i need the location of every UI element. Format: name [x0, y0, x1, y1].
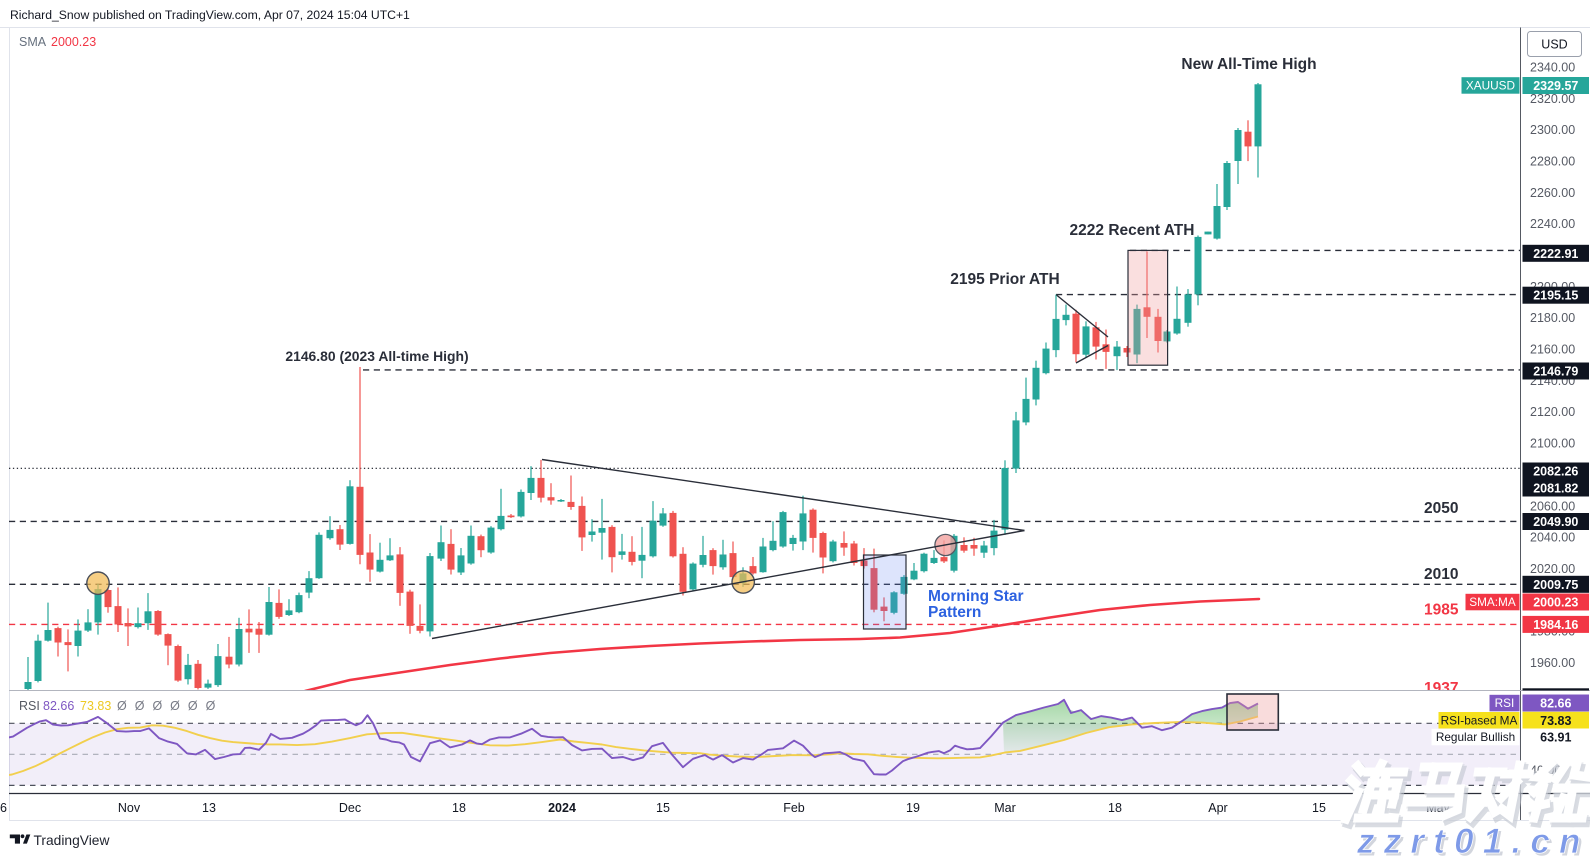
svg-text:Pattern: Pattern	[928, 604, 981, 621]
svg-text:2082.26: 2082.26	[1533, 465, 1578, 479]
svg-text:1984.16: 1984.16	[1533, 618, 1578, 632]
svg-text:2120.00: 2120.00	[1530, 405, 1575, 419]
svg-text:2320.00: 2320.00	[1530, 92, 1575, 106]
svg-text:2000.23: 2000.23	[1533, 596, 1578, 610]
svg-text:73.83: 73.83	[1540, 714, 1571, 728]
svg-text:2222 Recent ATH: 2222 Recent ATH	[1070, 222, 1195, 239]
svg-text:2100.00: 2100.00	[1530, 437, 1575, 451]
svg-text:RSI-based MA: RSI-based MA	[1441, 713, 1518, 727]
svg-text:2146.80 (2023 All-time High): 2146.80 (2023 All-time High)	[285, 348, 468, 364]
svg-text:63.91: 63.91	[1540, 731, 1571, 745]
svg-text:15: 15	[656, 801, 670, 815]
svg-text:Morning Star: Morning Star	[928, 588, 1024, 605]
svg-text:ØØØØØØ: ØØØØØØ	[117, 699, 223, 713]
svg-text:18: 18	[452, 801, 466, 815]
svg-text:2340.00: 2340.00	[1530, 61, 1575, 75]
svg-text:SMA: SMA	[19, 35, 47, 49]
svg-text:RSI: RSI	[1495, 696, 1515, 710]
svg-text:2146.79: 2146.79	[1533, 365, 1578, 379]
svg-text:2240.00: 2240.00	[1530, 217, 1575, 231]
svg-text:2010: 2010	[1424, 566, 1458, 583]
svg-text:82.66: 82.66	[1540, 697, 1571, 711]
svg-text:2009.75: 2009.75	[1533, 578, 1578, 592]
svg-text:18: 18	[1108, 801, 1122, 815]
svg-text:USD: USD	[1541, 38, 1567, 52]
svg-text:15: 15	[1312, 801, 1326, 815]
svg-text:Regular Bullish: Regular Bullish	[1436, 730, 1515, 744]
svg-text:2195 Prior ATH: 2195 Prior ATH	[950, 271, 1059, 288]
svg-text:Mar: Mar	[994, 801, 1016, 815]
svg-text:2329.57: 2329.57	[1533, 79, 1578, 93]
svg-text:82.66: 82.66	[43, 699, 74, 713]
svg-text:zzrt01.cn: zzrt01.cn	[1359, 825, 1590, 857]
svg-text:1985: 1985	[1424, 602, 1459, 619]
svg-text:New All-Time High: New All-Time High	[1181, 56, 1316, 73]
svg-text:2180.00: 2180.00	[1530, 311, 1575, 325]
svg-text:RSI: RSI	[19, 699, 40, 713]
svg-text:2222.91: 2222.91	[1533, 247, 1578, 261]
svg-text:zzrt01.cn: zzrt01.cn	[1356, 822, 1590, 857]
svg-text:2260.00: 2260.00	[1530, 186, 1575, 200]
svg-text:2195.15: 2195.15	[1533, 289, 1578, 303]
svg-text:19: 19	[906, 801, 920, 815]
svg-text:TradingView: TradingView	[34, 833, 110, 848]
svg-text:2060.00: 2060.00	[1530, 499, 1575, 513]
svg-text:13: 13	[202, 801, 216, 815]
svg-text:2050: 2050	[1424, 500, 1458, 517]
svg-text:2040.00: 2040.00	[1530, 531, 1575, 545]
svg-text:73.83: 73.83	[80, 699, 111, 713]
svg-text:Nov: Nov	[118, 801, 141, 815]
svg-text:Dec: Dec	[339, 801, 361, 815]
svg-text:XAUUSD: XAUUSD	[1466, 79, 1515, 93]
svg-text:16: 16	[0, 801, 7, 815]
svg-text:2280.00: 2280.00	[1530, 155, 1575, 169]
svg-text:1937: 1937	[1424, 680, 1458, 697]
svg-text:2081.82: 2081.82	[1533, 482, 1578, 496]
svg-text:2049.90: 2049.90	[1533, 515, 1578, 529]
svg-text:2020.00: 2020.00	[1530, 562, 1575, 576]
svg-text:Richard_Snow published on Trad: Richard_Snow published on TradingView.co…	[10, 8, 410, 22]
svg-text:SMA:MA: SMA:MA	[1469, 595, 1516, 609]
svg-text:1960.00: 1960.00	[1530, 656, 1575, 670]
svg-text:2000.23: 2000.23	[51, 35, 96, 49]
svg-text:2024: 2024	[548, 801, 576, 815]
svg-text:Feb: Feb	[783, 801, 805, 815]
svg-text:2300.00: 2300.00	[1530, 123, 1575, 137]
svg-text:Apr: Apr	[1208, 801, 1227, 815]
svg-text:2160.00: 2160.00	[1530, 343, 1575, 357]
